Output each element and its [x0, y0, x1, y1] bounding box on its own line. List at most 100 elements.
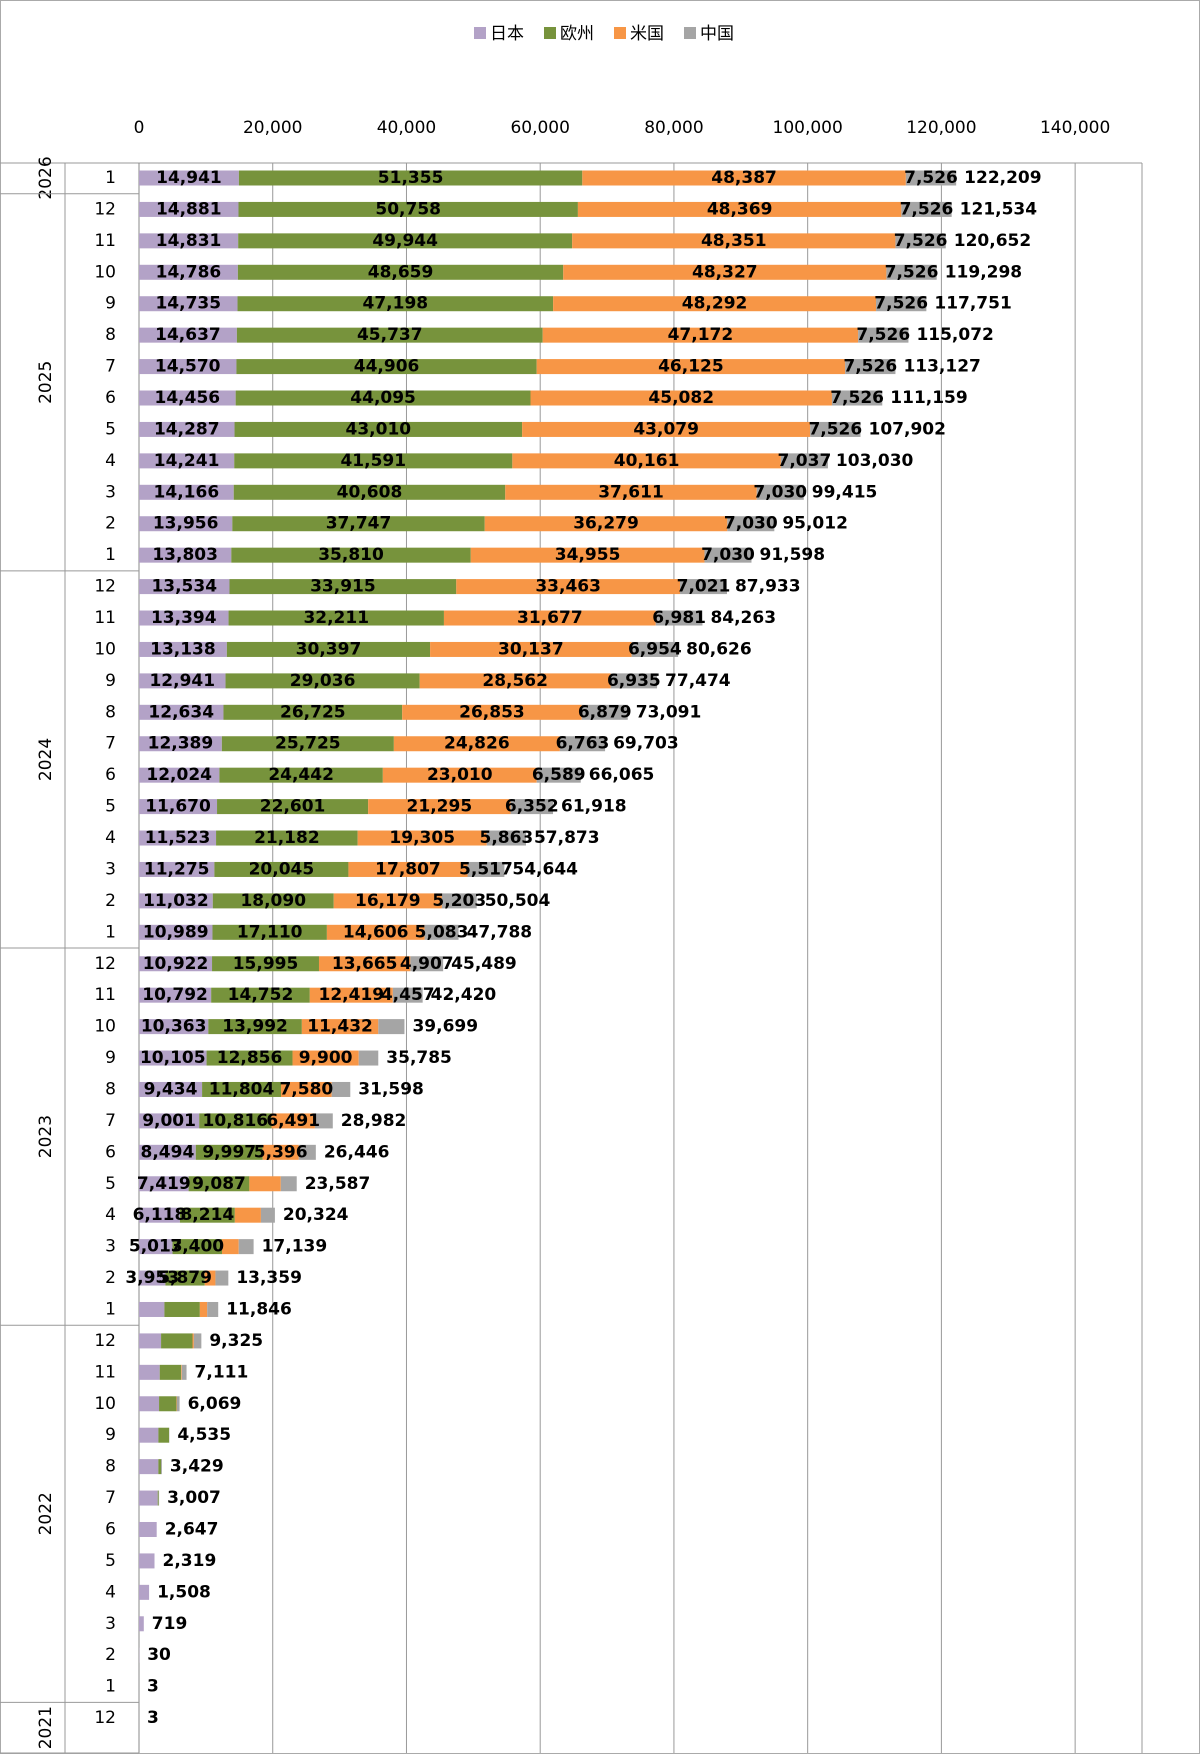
month-label: 1: [105, 545, 116, 565]
segment-label: 7,030: [701, 545, 755, 565]
bar-segment: [271, 1113, 315, 1129]
bar-segment: [236, 327, 543, 343]
segment-label: 37,747: [326, 514, 392, 534]
segment-label: 5,013: [129, 1237, 183, 1257]
year-label: 2022: [36, 1492, 56, 1535]
segment-label: 25,725: [275, 734, 341, 754]
bar-segment: [206, 1050, 293, 1066]
bar-segment: [238, 201, 578, 217]
segment-label: 48,351: [701, 231, 767, 251]
segment-label: 14,941: [156, 168, 222, 188]
total-label: 45,489: [451, 954, 517, 974]
bar-segment: [139, 987, 212, 1003]
bar-segment: [443, 610, 656, 626]
bar-segment: [577, 201, 902, 217]
bar-segment: [234, 453, 513, 469]
month-label: 12: [94, 1331, 116, 1351]
total-label: 42,420: [431, 985, 497, 1005]
bar-segment: [216, 830, 358, 846]
segment-label: 11,032: [143, 891, 209, 911]
month-label: 6: [105, 1142, 116, 1162]
segment-label: 6,954: [628, 639, 682, 659]
bar-segment: [139, 1584, 150, 1600]
segment-label: 35,810: [318, 545, 384, 565]
segment-label: 19,305: [389, 828, 455, 848]
bar-segment: [139, 1521, 157, 1537]
segment-label: 13,956: [153, 514, 219, 534]
bar-segment: [237, 296, 554, 312]
legend-swatch: [614, 27, 626, 39]
bar-segment: [212, 956, 319, 972]
bar-segment: [309, 987, 393, 1003]
month-label: 11: [94, 1362, 116, 1382]
bar-segment: [292, 1050, 359, 1066]
bar-segment: [249, 1176, 281, 1192]
segment-label: 30,137: [498, 639, 564, 659]
bar-segment: [139, 704, 224, 720]
total-label: 35,785: [386, 1048, 452, 1068]
bar-segment: [236, 359, 537, 375]
legend-swatch: [474, 27, 486, 39]
total-label: 2,647: [165, 1519, 219, 1539]
month-label: 4: [105, 1582, 116, 1602]
bar-segment: [139, 390, 236, 406]
bar-segment: [208, 1019, 302, 1035]
bar-segment: [179, 1207, 235, 1223]
segment-label: 5,517: [459, 859, 513, 879]
segment-label: 18,090: [240, 891, 306, 911]
bar-segment: [237, 264, 564, 280]
bar-segment: [456, 579, 681, 595]
segment-label: 21,182: [254, 828, 320, 848]
segment-label: 13,665: [332, 954, 398, 974]
month-label: 10: [94, 262, 116, 282]
segment-label: 5,863: [479, 828, 533, 848]
bar-segment: [158, 1427, 170, 1443]
segment-label: 33,915: [310, 577, 376, 597]
month-label: 10: [94, 1394, 116, 1414]
month-label: 4: [105, 1205, 116, 1225]
segment-label: 13,803: [152, 545, 218, 565]
segment-label: 14,166: [154, 482, 220, 502]
bar-segment: [181, 1364, 187, 1380]
segment-label: 12,419: [319, 985, 385, 1005]
bar-segment: [139, 516, 233, 532]
segment-label: 14,786: [156, 262, 222, 282]
bar-segment: [358, 1050, 379, 1066]
bar-segment: [139, 1301, 165, 1317]
bar-segment: [858, 327, 909, 343]
segment-label: 6,981: [652, 608, 706, 628]
bar-segment: [199, 1301, 208, 1317]
segment-label: 6,763: [556, 734, 610, 754]
month-label: 3: [105, 1237, 116, 1257]
total-label: 3,007: [167, 1488, 221, 1508]
bar-segment: [225, 673, 420, 689]
month-label: 11: [94, 231, 116, 251]
segment-label: 40,161: [614, 451, 680, 471]
bar-segment: [680, 579, 727, 595]
bar-segment: [348, 861, 468, 877]
segment-label: 14,606: [343, 922, 409, 942]
segment-label: 47,198: [363, 294, 429, 314]
month-label: 9: [105, 671, 116, 691]
segment-label: 11,804: [209, 1079, 275, 1099]
segment-label: 13,534: [151, 577, 217, 597]
bar-segment: [235, 390, 531, 406]
month-label: 9: [105, 294, 116, 314]
bar-segment: [139, 956, 213, 972]
bar-segment: [221, 736, 394, 752]
month-label: 1: [105, 1299, 116, 1319]
bar-segment: [467, 861, 505, 877]
segment-label: 7,526: [894, 231, 948, 251]
total-label: 47,788: [467, 922, 533, 942]
total-label: 66,065: [589, 765, 655, 785]
segment-label: 36,279: [573, 514, 639, 534]
segment-label: 22,601: [260, 797, 326, 817]
bar-segment: [139, 233, 239, 249]
bar-segment: [139, 421, 235, 437]
total-label: 54,644: [512, 859, 578, 879]
bar-segment: [424, 924, 459, 940]
total-label: 95,012: [782, 514, 848, 534]
bar-segment: [756, 484, 804, 500]
bar-segment: [158, 1459, 162, 1475]
bar-segment: [333, 893, 442, 909]
